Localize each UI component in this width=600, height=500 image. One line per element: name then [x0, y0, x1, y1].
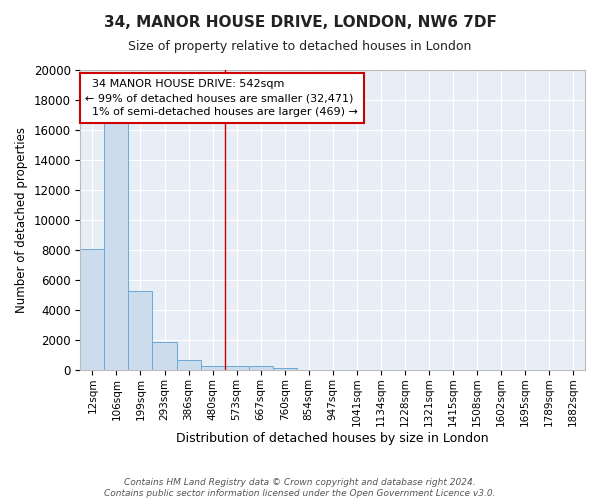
- Bar: [152, 342, 176, 370]
- Bar: [176, 360, 200, 370]
- Text: Size of property relative to detached houses in London: Size of property relative to detached ho…: [128, 40, 472, 53]
- Bar: [128, 290, 152, 370]
- Bar: [224, 366, 248, 370]
- Bar: [104, 122, 128, 370]
- X-axis label: Distribution of detached houses by size in London: Distribution of detached houses by size …: [176, 432, 489, 445]
- Text: 34 MANOR HOUSE DRIVE: 542sqm
← 99% of detached houses are smaller (32,471)
  1% : 34 MANOR HOUSE DRIVE: 542sqm ← 99% of de…: [85, 79, 358, 117]
- Y-axis label: Number of detached properties: Number of detached properties: [15, 127, 28, 313]
- Text: Contains HM Land Registry data © Crown copyright and database right 2024.
Contai: Contains HM Land Registry data © Crown c…: [104, 478, 496, 498]
- Bar: [80, 248, 104, 370]
- Bar: [272, 368, 296, 370]
- Text: 34, MANOR HOUSE DRIVE, LONDON, NW6 7DF: 34, MANOR HOUSE DRIVE, LONDON, NW6 7DF: [104, 15, 496, 30]
- Bar: [200, 366, 224, 370]
- Bar: [248, 366, 272, 370]
